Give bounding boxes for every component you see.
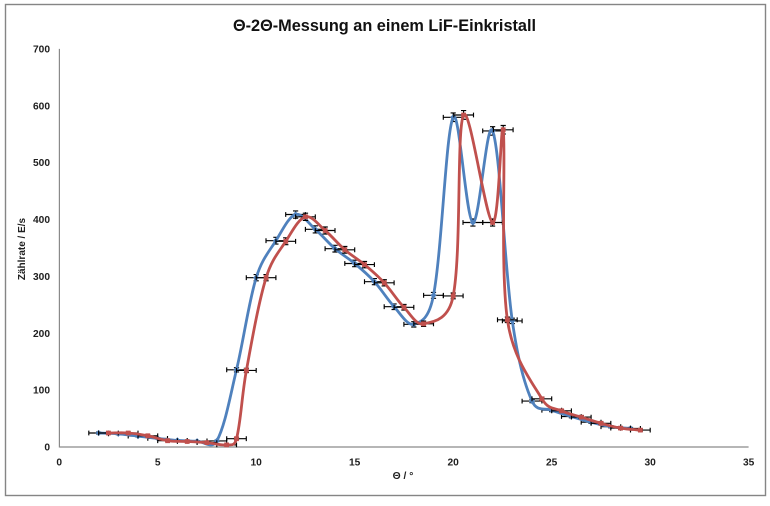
svg-text:Zählrate / E/s: Zählrate / E/s bbox=[17, 217, 28, 280]
svg-text:200: 200 bbox=[33, 329, 50, 340]
svg-text:700: 700 bbox=[33, 44, 50, 55]
svg-text:100: 100 bbox=[33, 386, 50, 397]
svg-text:500: 500 bbox=[33, 158, 50, 169]
svg-text:0: 0 bbox=[44, 443, 50, 454]
svg-text:400: 400 bbox=[33, 215, 50, 226]
svg-text:15: 15 bbox=[349, 457, 361, 468]
svg-text:Θ-2Θ-Messung an einem LiF-Eink: Θ-2Θ-Messung an einem LiF-Einkristall bbox=[233, 17, 536, 35]
svg-text:30: 30 bbox=[645, 457, 657, 468]
svg-text:5: 5 bbox=[155, 457, 161, 468]
svg-text:10: 10 bbox=[251, 457, 263, 468]
svg-text:20: 20 bbox=[448, 457, 460, 468]
svg-text:35: 35 bbox=[743, 457, 755, 468]
svg-text:300: 300 bbox=[33, 272, 50, 283]
svg-text:Θ / °: Θ / ° bbox=[393, 471, 414, 482]
svg-text:0: 0 bbox=[56, 457, 62, 468]
svg-text:25: 25 bbox=[546, 457, 558, 468]
svg-text:600: 600 bbox=[33, 101, 50, 112]
